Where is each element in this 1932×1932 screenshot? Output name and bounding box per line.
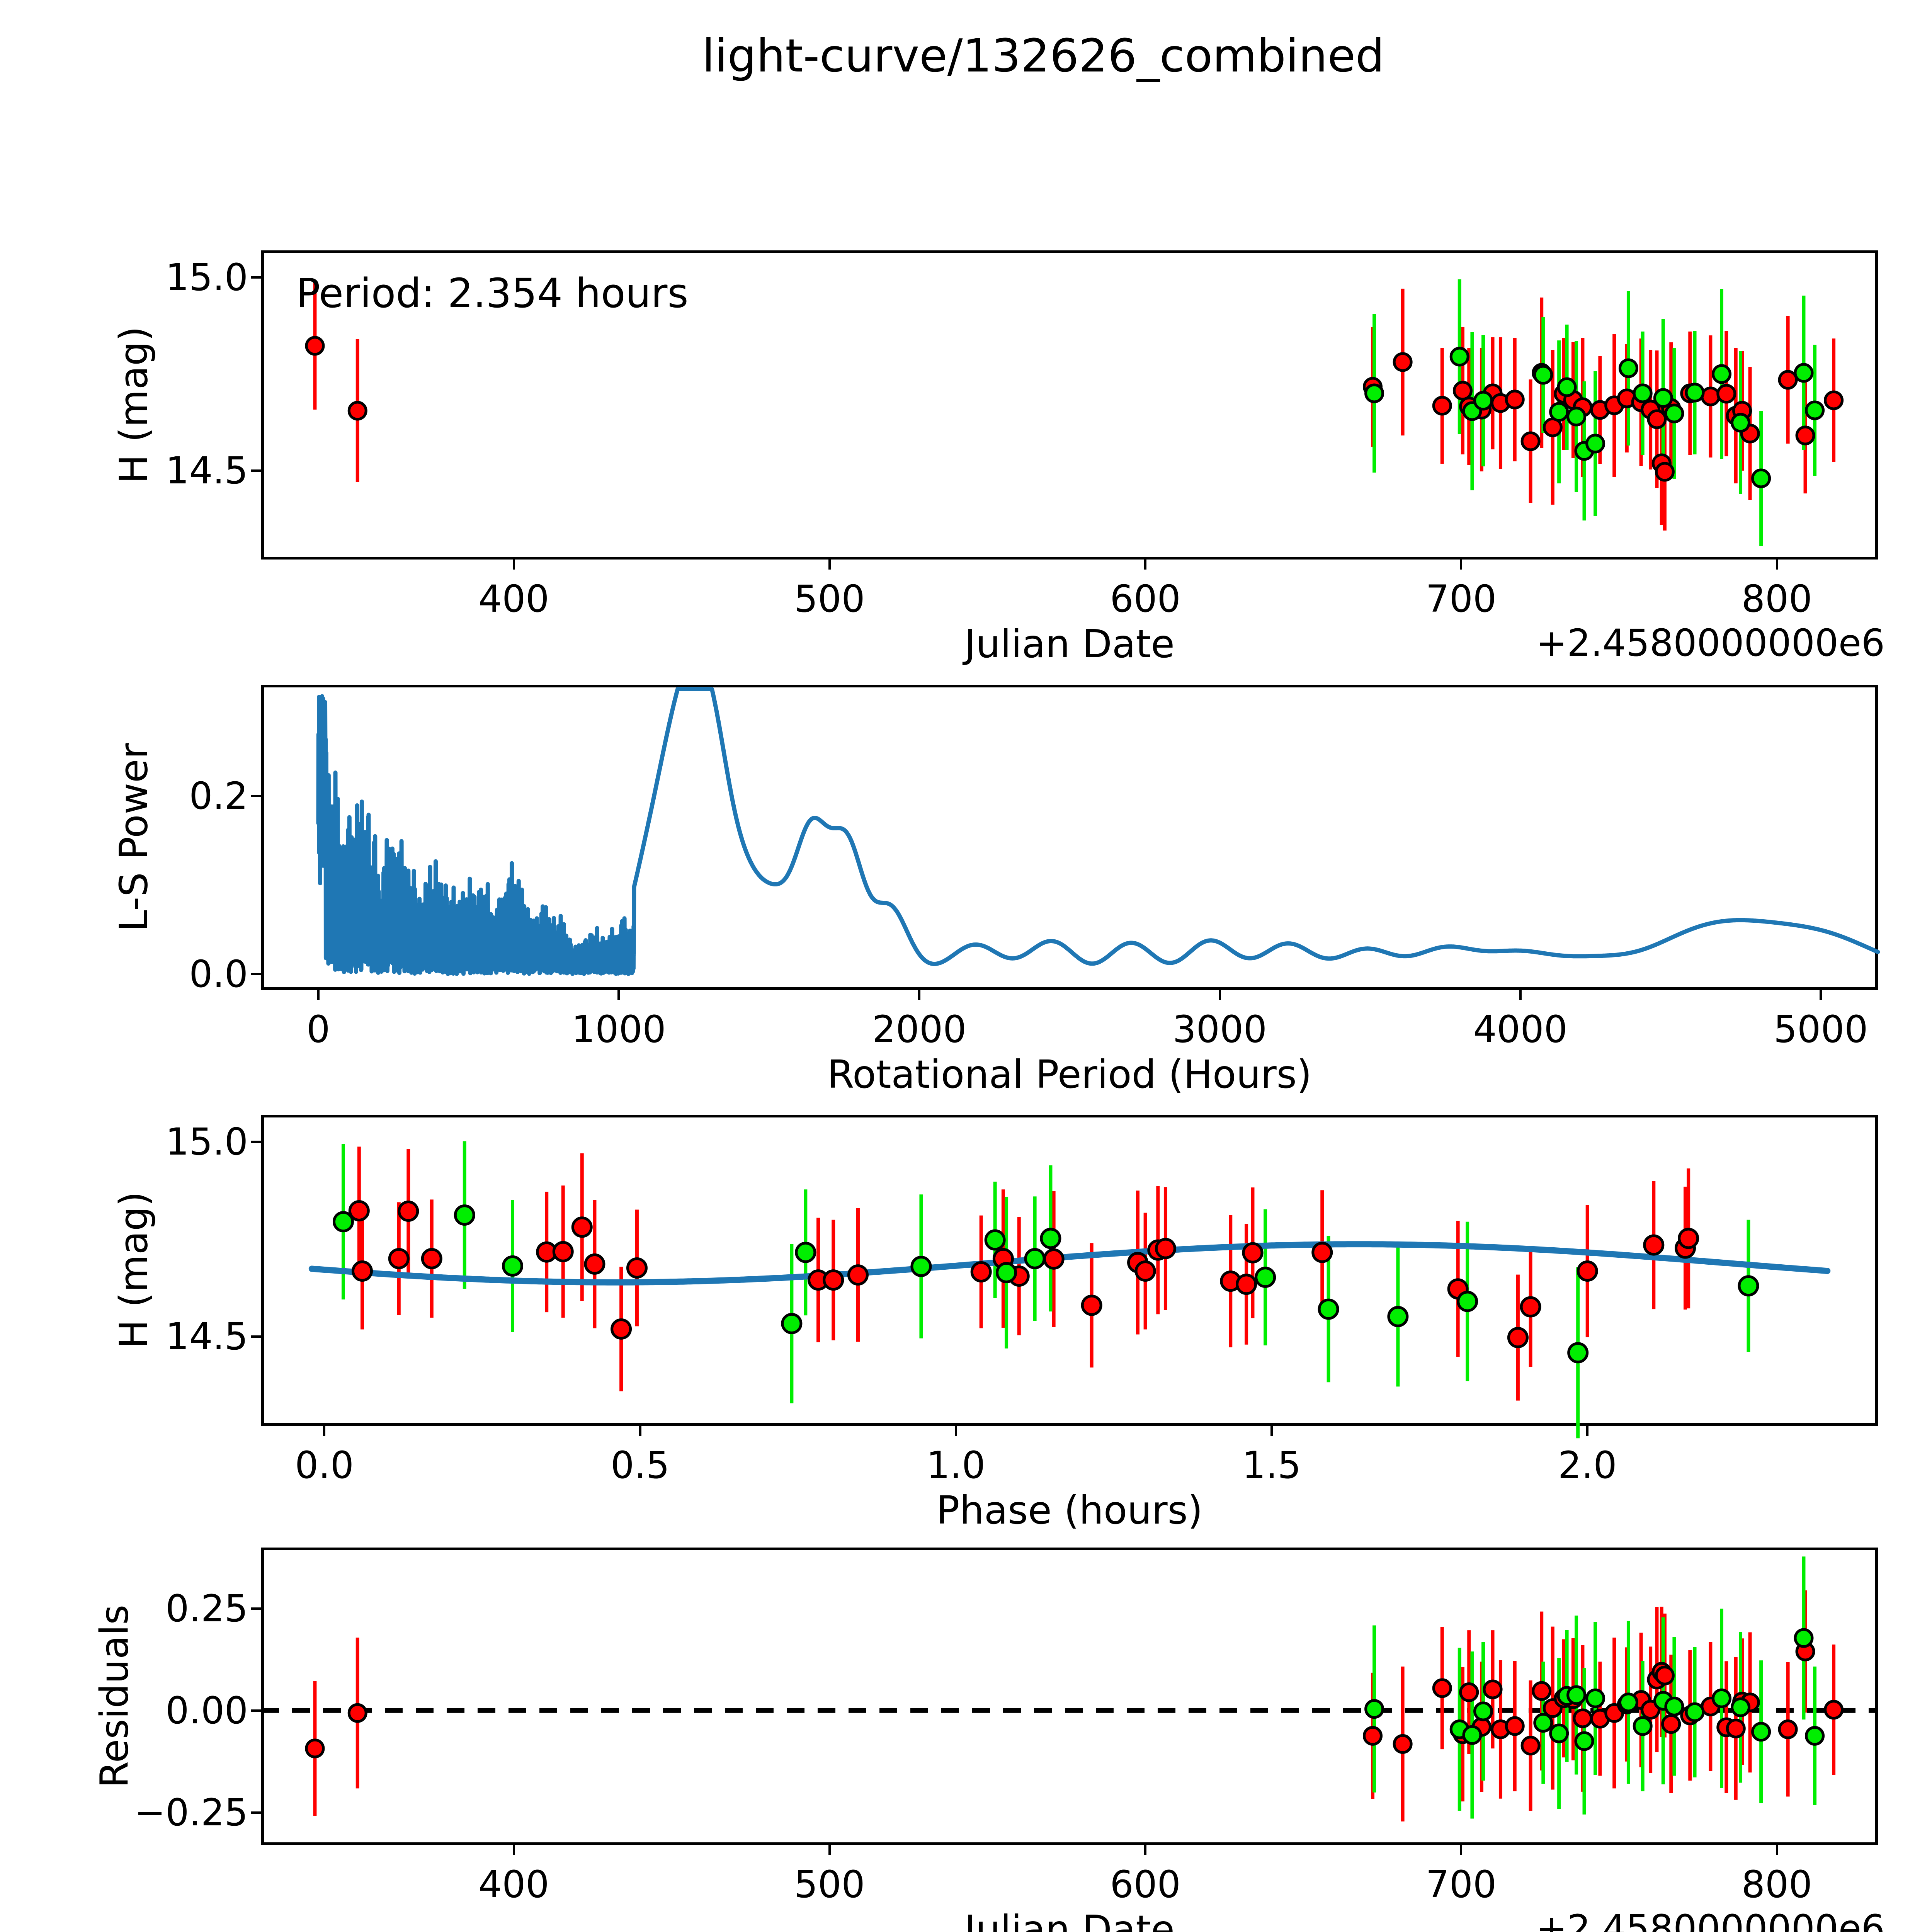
y-tick-label: 14.5 [165,1315,248,1358]
x-tick-mark [828,560,831,570]
x-tick-label: 1.5 [1242,1444,1301,1487]
errorbar-group-green-band [341,1141,1750,1439]
y-tick-mark [251,1335,261,1338]
x-tick-mark [1218,990,1221,1000]
y-tick-label: 15.0 [165,1120,248,1164]
y-tick-label: 0.0 [189,952,248,996]
axes-frame [261,1115,1878,1426]
axis-offset-text: +2.4580000000e6 [1536,1907,1885,1932]
x-tick-mark [828,1845,831,1855]
axes-frame [261,1548,1878,1845]
marker-group-red-band [305,1641,1844,1759]
sinusoid-fit-line [308,1241,1831,1286]
x-tick-mark [1820,990,1822,1000]
periodogram-plot-area [316,687,1880,976]
panel-lightcurve: H (mag) Julian Date +2.4580000000e6 Peri… [111,250,1885,667]
residuals-plot-area [261,1556,1878,1821]
y-tick-label: 0.00 [165,1689,248,1732]
y-tick-mark [251,1607,261,1610]
axes-frame [261,250,1878,560]
axis-label-y: H (mag) [111,326,156,484]
x-tick-mark [1519,990,1522,1000]
y-tick-mark [251,1709,261,1712]
axis-label-y: H (mag) [111,1191,156,1349]
y-tick-label: 15.0 [165,256,248,299]
axes-frame [261,685,1878,990]
x-tick-label: 500 [794,1863,865,1906]
axis-label-y: Residuals [92,1604,137,1788]
x-tick-label: 700 [1425,1863,1497,1906]
phasefold-plot-area [308,1141,1831,1439]
x-tick-mark [317,990,320,1000]
x-tick-label: 400 [478,577,549,621]
x-tick-label: 1.0 [926,1444,986,1487]
axis-label-y: L-S Power [111,743,156,932]
x-tick-label: 500 [794,577,865,621]
marker-group-green-band [332,1204,1759,1364]
x-tick-label: 2.0 [1558,1444,1617,1487]
x-tick-mark [1144,560,1147,570]
x-tick-label: 0 [306,1008,330,1051]
y-tick-mark [251,973,261,975]
y-tick-mark [251,469,261,472]
x-tick-label: 0.5 [611,1444,670,1487]
axis-label-x: Julian Date [964,1907,1175,1932]
y-tick-label: 0.2 [189,774,248,818]
marker-group-green-band [1364,347,1825,488]
x-tick-mark [1460,1845,1463,1855]
x-tick-mark [1460,560,1463,570]
axis-label-x: Rotational Period (Hours) [827,1052,1312,1097]
x-tick-label: 600 [1110,577,1181,621]
axis-label-x: Julian Date [964,621,1175,667]
panel-residuals: Residuals Julian Date +2.4580000000e6 40… [92,1548,1885,1932]
x-tick-mark [323,1426,326,1436]
x-tick-mark [954,1426,957,1436]
panel-phasefold: H (mag) Phase (hours) 0.0 0.5 1.0 1.5 2.0 15.… [111,1115,1878,1533]
x-tick-label: 600 [1110,1863,1181,1906]
errorbar-group-red-band [313,1590,1836,1821]
x-tick-mark [639,1426,641,1436]
axis-label-x: Phase (hours) [936,1488,1203,1533]
axis-offset-text: +2.4580000000e6 [1536,621,1885,665]
x-tick-mark [918,990,921,1000]
lightcurve-plot-area [305,279,1844,546]
x-tick-mark [512,1845,515,1855]
page-title: light-curve/132626_combined [702,29,1384,82]
x-tick-label: 400 [478,1863,549,1906]
marker-group-red-band [305,336,1844,482]
x-tick-label: 1000 [571,1008,666,1051]
x-tick-mark [1270,1426,1273,1436]
x-tick-label: 700 [1425,577,1497,621]
x-tick-label: 800 [1741,577,1813,621]
x-tick-mark [617,990,620,1000]
x-tick-mark [512,560,515,570]
y-tick-label: −0.25 [134,1791,248,1834]
y-tick-label: 14.5 [165,449,248,492]
period-annotation: Period: 2.354 hours [296,270,689,317]
y-tick-mark [251,1811,261,1814]
x-tick-label: 0.0 [295,1444,354,1487]
x-tick-label: 800 [1741,1863,1813,1906]
y-tick-mark [251,794,261,797]
y-tick-label: 0.25 [165,1587,248,1631]
x-tick-label: 3000 [1172,1008,1267,1051]
periodogram-line [316,687,1880,976]
x-tick-mark [1144,1845,1147,1855]
y-tick-mark [251,276,261,279]
marker-group-red-band [348,1200,1699,1349]
x-tick-mark [1776,1845,1778,1855]
x-tick-mark [1586,1426,1589,1436]
x-tick-label: 5000 [1774,1008,1868,1051]
x-tick-label: 2000 [872,1008,967,1051]
x-tick-mark [1776,560,1778,570]
y-tick-mark [251,1141,261,1143]
x-tick-label: 4000 [1473,1008,1568,1051]
marker-group-green-band [1364,1628,1825,1751]
panel-periodogram: L-S Power Rotational Period (Hours) 0 100… [111,685,1880,1097]
